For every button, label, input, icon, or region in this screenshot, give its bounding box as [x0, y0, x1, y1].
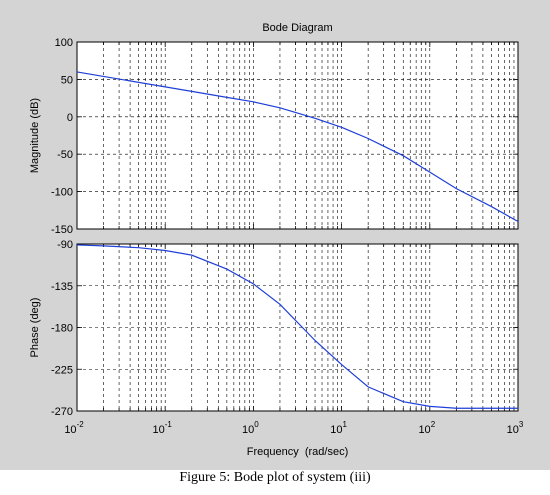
frequency-xtick-label: 100 — [242, 420, 259, 436]
phase-ytick-label: -225 — [51, 364, 73, 376]
phase-ytick-label: -270 — [51, 406, 73, 418]
phase-ytick-label: -135 — [51, 281, 73, 293]
bode-figure: 100 50 0 -50 -100 -150 Bode Diagram Magnitude… — [0, 0, 550, 470]
frequency-xtick-labels: 10-2 10-1 100 101 102 103 — [64, 420, 524, 436]
bode-figure-svg: 100 50 0 -50 -100 -150 Bode Diagram Magnitude… — [0, 0, 550, 470]
magnitude-ylabel: Magnitude (dB) — [29, 98, 41, 173]
phase-ytick-label: -90 — [57, 239, 73, 251]
magnitude-ytick-label: 0 — [67, 112, 73, 124]
magnitude-ytick-label: -100 — [51, 187, 73, 199]
magnitude-axes: 100 50 0 -50 -100 -150 Bode Diagram Magnitude… — [29, 22, 519, 236]
magnitude-ytick-label: 100 — [55, 37, 73, 49]
phase-ytick-labels: -90 -135 -180 -225 -270 — [51, 239, 73, 418]
magnitude-ytick-labels: 100 50 0 -50 -100 -150 — [51, 37, 73, 236]
phase-ticks — [77, 243, 518, 412]
magnitude-series-line — [76, 71, 519, 223]
frequency-xtick-label: 10-2 — [64, 420, 84, 436]
frequency-xtick-label: 101 — [330, 420, 347, 436]
frequency-xtick-label: 103 — [507, 420, 524, 436]
phase-series-line — [76, 244, 518, 409]
figure-caption: Figure 5: Bode plot of system (iii) — [179, 470, 371, 485]
phase-ytick-label: -180 — [51, 323, 73, 335]
phase-axes: -90 -135 -180 -225 -270 10-2 10-1 100 101 102 103… — [29, 239, 524, 458]
magnitude-plot-area — [76, 41, 519, 230]
frequency-xlabel: Frequency (rad/sec) — [247, 446, 348, 458]
chart-title: Bode Diagram — [262, 22, 332, 34]
phase-grid — [77, 244, 518, 411]
magnitude-ytick-label: 50 — [61, 74, 73, 86]
magnitude-grid — [77, 42, 518, 229]
phase-ylabel: Phase (deg) — [29, 298, 41, 358]
magnitude-ytick-label: -150 — [51, 224, 73, 236]
magnitude-ticks — [77, 41, 518, 230]
frequency-xtick-label: 10-1 — [153, 420, 173, 436]
magnitude-ytick-label: -50 — [57, 149, 73, 161]
frequency-xtick-label: 102 — [418, 420, 435, 436]
